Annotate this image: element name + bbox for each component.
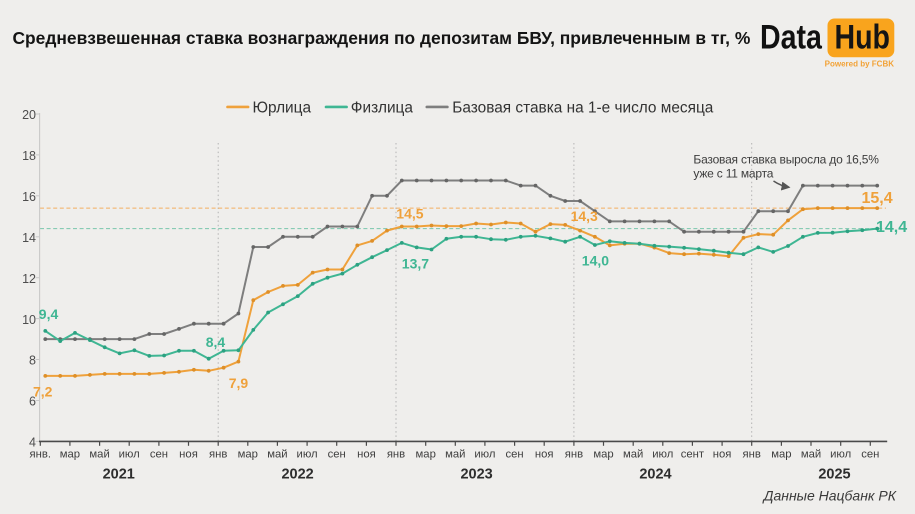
svg-text:7,9: 7,9: [229, 375, 249, 391]
svg-text:июл: июл: [652, 449, 673, 461]
svg-text:Физлица: Физлица: [351, 100, 414, 117]
svg-text:Средневзвешенная ставка вознаг: Средневзвешенная ставка вознаграждения п…: [13, 28, 751, 48]
svg-text:20: 20: [22, 108, 36, 122]
svg-text:12: 12: [22, 272, 36, 286]
svg-text:Базовая ставка выросла до 16,5: Базовая ставка выросла до 16,5%: [693, 152, 879, 166]
svg-text:14,3: 14,3: [571, 208, 598, 224]
svg-text:15,4: 15,4: [862, 190, 893, 207]
svg-text:14,0: 14,0: [582, 253, 609, 269]
svg-text:сен: сен: [506, 449, 524, 461]
svg-text:2021: 2021: [103, 466, 135, 482]
svg-text:2022: 2022: [281, 466, 313, 482]
svg-text:май: май: [801, 449, 821, 461]
svg-text:Data: Data: [760, 18, 822, 56]
svg-text:Базовая ставка на 1-е число ме: Базовая ставка на 1-е число месяца: [452, 100, 713, 117]
svg-text:Данные Нацбанк РК: Данные Нацбанк РК: [762, 488, 897, 504]
svg-text:16: 16: [22, 190, 36, 204]
svg-text:янв: янв: [387, 449, 405, 461]
svg-text:уже с 11 марта: уже с 11 марта: [693, 167, 773, 181]
svg-text:май: май: [445, 449, 465, 461]
svg-text:ноя: ноя: [535, 449, 554, 461]
svg-text:мар: мар: [593, 449, 613, 461]
svg-text:ноя: ноя: [357, 449, 376, 461]
svg-text:июл: июл: [119, 449, 140, 461]
svg-text:янв: янв: [743, 449, 761, 461]
svg-text:9,4: 9,4: [39, 306, 59, 322]
svg-text:13,7: 13,7: [402, 256, 429, 272]
svg-text:6: 6: [29, 395, 36, 409]
svg-text:июл: июл: [830, 449, 851, 461]
svg-text:Powered by FCBK: Powered by FCBK: [825, 60, 895, 69]
svg-text:14,5: 14,5: [396, 205, 423, 221]
svg-text:мар: мар: [771, 449, 791, 461]
svg-text:8,4: 8,4: [206, 334, 226, 350]
svg-text:Юрлица: Юрлица: [253, 100, 312, 117]
svg-text:10: 10: [22, 313, 36, 327]
svg-text:Hub: Hub: [835, 18, 890, 56]
svg-text:май: май: [623, 449, 643, 461]
svg-text:8: 8: [29, 354, 36, 368]
svg-text:сент: сент: [681, 449, 704, 461]
svg-text:14,4: 14,4: [876, 219, 907, 236]
svg-text:янв: янв: [565, 449, 583, 461]
svg-text:сен: сен: [328, 449, 346, 461]
svg-text:июл: июл: [474, 449, 495, 461]
svg-text:мар: мар: [60, 449, 80, 461]
svg-text:4: 4: [29, 436, 36, 450]
svg-text:янв: янв: [209, 449, 227, 461]
svg-text:14: 14: [22, 231, 36, 245]
svg-text:май: май: [89, 449, 109, 461]
svg-text:2024: 2024: [639, 466, 671, 482]
svg-text:июл: июл: [297, 449, 318, 461]
svg-text:7,2: 7,2: [33, 384, 53, 400]
svg-text:2025: 2025: [818, 466, 850, 482]
svg-text:сен: сен: [150, 449, 168, 461]
svg-text:18: 18: [22, 149, 36, 163]
svg-text:мар: мар: [416, 449, 436, 461]
svg-text:ноя: ноя: [179, 449, 198, 461]
svg-text:мар: мар: [238, 449, 258, 461]
svg-text:янв.: янв.: [30, 449, 52, 461]
svg-text:май: май: [267, 449, 287, 461]
svg-text:сен: сен: [861, 449, 879, 461]
svg-text:ноя: ноя: [713, 449, 732, 461]
svg-text:2023: 2023: [460, 466, 492, 482]
